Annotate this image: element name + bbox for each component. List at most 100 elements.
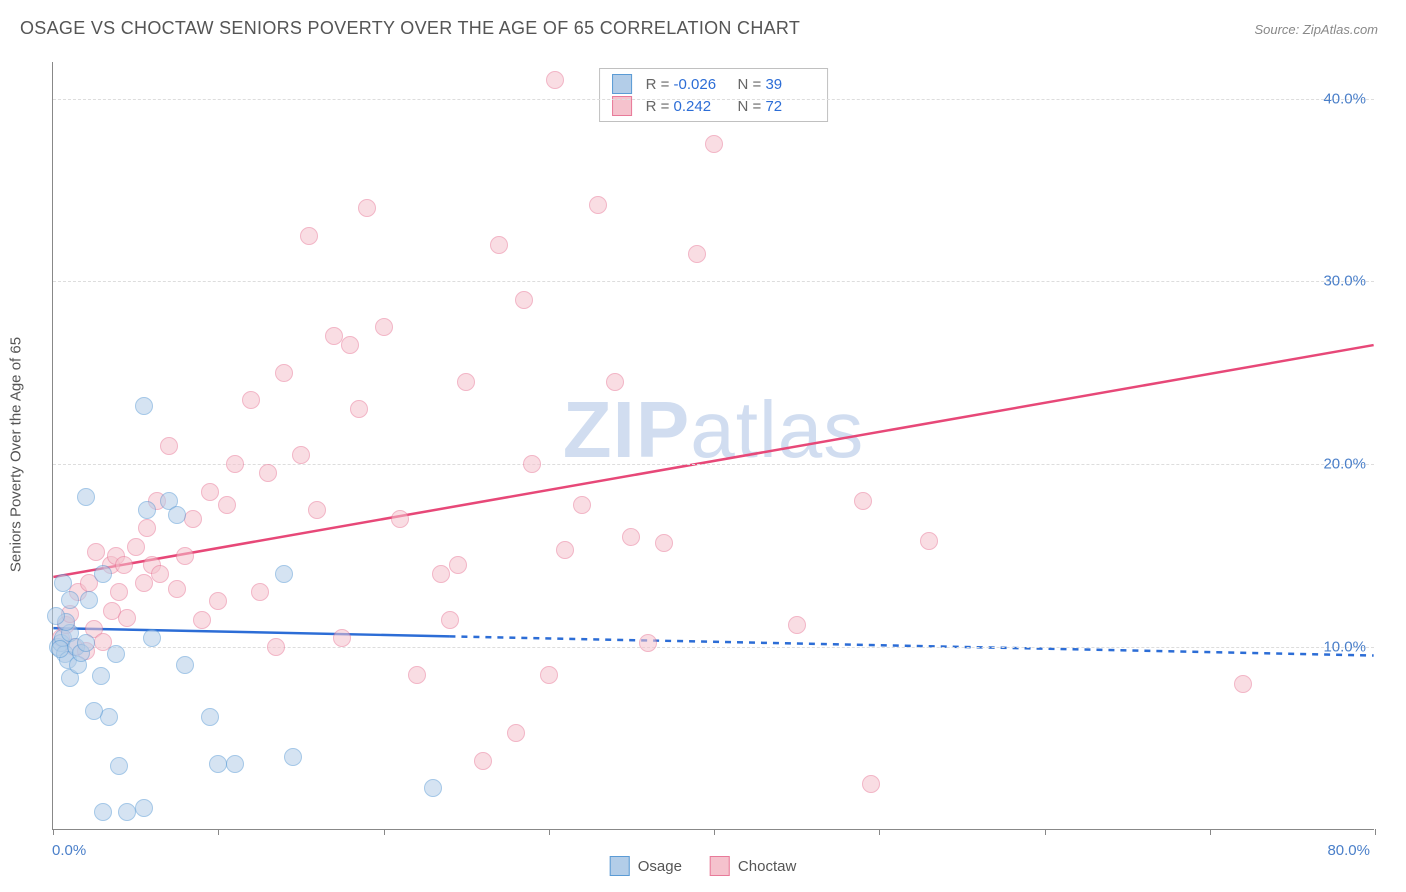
osage-point	[92, 667, 110, 685]
legend-swatch-choctaw-bottom	[710, 856, 730, 876]
osage-point	[201, 708, 219, 726]
osage-point	[168, 506, 186, 524]
choctaw-point	[788, 616, 806, 634]
choctaw-point	[474, 752, 492, 770]
choctaw-point	[490, 236, 508, 254]
choctaw-point	[854, 492, 872, 510]
choctaw-point	[507, 724, 525, 742]
osage-point	[118, 803, 136, 821]
choctaw-point	[606, 373, 624, 391]
choctaw-point	[176, 547, 194, 565]
choctaw-point	[655, 534, 673, 552]
choctaw-point	[168, 580, 186, 598]
trend-line	[53, 345, 1373, 577]
choctaw-point	[688, 245, 706, 263]
choctaw-point	[589, 196, 607, 214]
choctaw-point	[540, 666, 558, 684]
choctaw-point	[193, 611, 211, 629]
y-tick-label: 30.0%	[1323, 273, 1366, 290]
choctaw-point	[251, 583, 269, 601]
choctaw-point	[218, 496, 236, 514]
r-label: R =	[646, 76, 670, 93]
series-legend: Osage Choctaw	[610, 856, 797, 876]
watermark-atlas: atlas	[690, 385, 864, 474]
choctaw-point	[622, 528, 640, 546]
choctaw-point	[639, 634, 657, 652]
choctaw-point	[308, 501, 326, 519]
watermark: ZIPatlas	[563, 384, 864, 476]
legend-label-osage: Osage	[638, 858, 682, 875]
gridline	[53, 464, 1374, 465]
x-tick	[384, 829, 385, 835]
osage-point	[275, 565, 293, 583]
trend-line	[449, 636, 1373, 655]
osage-r-value: -0.026	[674, 76, 724, 93]
osage-point	[61, 591, 79, 609]
choctaw-point	[441, 611, 459, 629]
choctaw-point	[267, 638, 285, 656]
choctaw-point	[341, 336, 359, 354]
x-tick	[1210, 829, 1211, 835]
y-tick-label: 40.0%	[1323, 90, 1366, 107]
choctaw-point	[292, 446, 310, 464]
osage-point	[107, 645, 125, 663]
choctaw-point	[432, 565, 450, 583]
osage-point	[47, 607, 65, 625]
gridline	[53, 647, 1374, 648]
choctaw-point	[408, 666, 426, 684]
choctaw-point	[226, 455, 244, 473]
x-tick	[53, 829, 54, 835]
choctaw-point	[300, 227, 318, 245]
legend-row-osage: R = -0.026 N = 39	[612, 73, 816, 95]
osage-point	[110, 757, 128, 775]
osage-point	[143, 629, 161, 647]
osage-point	[51, 640, 69, 658]
choctaw-point	[151, 565, 169, 583]
x-tick	[1045, 829, 1046, 835]
osage-point	[135, 397, 153, 415]
n-label-2: N =	[738, 98, 762, 115]
choctaw-n-value: 72	[765, 98, 815, 115]
osage-point	[85, 702, 103, 720]
osage-point	[209, 755, 227, 773]
legend-label-choctaw: Choctaw	[738, 858, 796, 875]
y-tick-label: 10.0%	[1323, 639, 1366, 656]
legend-item-choctaw: Choctaw	[710, 856, 796, 876]
gridline	[53, 281, 1374, 282]
choctaw-point	[259, 464, 277, 482]
osage-point	[77, 488, 95, 506]
trend-line	[53, 628, 449, 636]
choctaw-point	[160, 437, 178, 455]
choctaw-point	[138, 519, 156, 537]
choctaw-point	[184, 510, 202, 528]
legend-swatch-osage-bottom	[610, 856, 630, 876]
choctaw-point	[209, 592, 227, 610]
choctaw-r-value: 0.242	[674, 98, 724, 115]
choctaw-point	[115, 556, 133, 574]
x-axis-max-label: 80.0%	[1327, 842, 1370, 859]
osage-point	[424, 779, 442, 797]
plot-area: ZIPatlas R = -0.026 N = 39 R = 0.242 N =…	[52, 62, 1374, 830]
choctaw-point	[862, 775, 880, 793]
choctaw-point	[333, 629, 351, 647]
y-axis-title: Seniors Poverty Over the Age of 65	[8, 337, 25, 572]
x-axis-min-label: 0.0%	[52, 842, 86, 859]
choctaw-point	[556, 541, 574, 559]
choctaw-point	[920, 532, 938, 550]
choctaw-point	[275, 364, 293, 382]
choctaw-point	[449, 556, 467, 574]
choctaw-point	[391, 510, 409, 528]
choctaw-point	[127, 538, 145, 556]
x-tick	[714, 829, 715, 835]
x-tick	[1375, 829, 1376, 835]
osage-point	[226, 755, 244, 773]
choctaw-point	[325, 327, 343, 345]
osage-point	[176, 656, 194, 674]
x-tick	[218, 829, 219, 835]
choctaw-point	[375, 318, 393, 336]
osage-point	[80, 591, 98, 609]
osage-point	[77, 634, 95, 652]
osage-point	[94, 803, 112, 821]
osage-point	[94, 565, 112, 583]
choctaw-point	[358, 199, 376, 217]
